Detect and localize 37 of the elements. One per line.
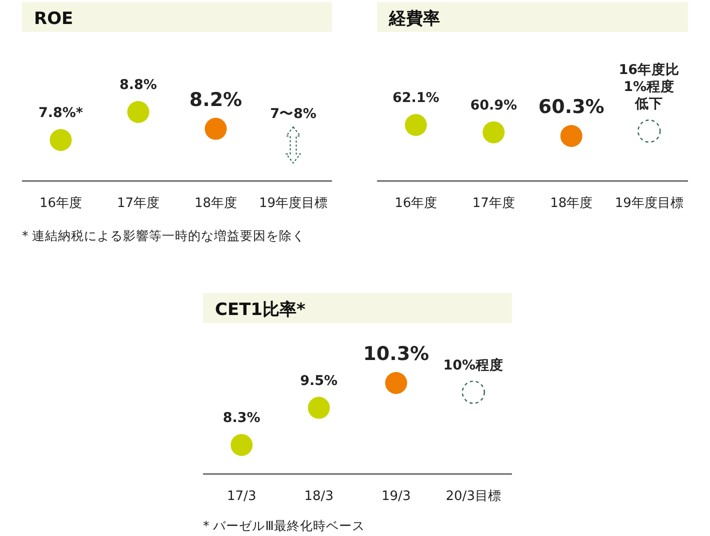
x-tick-label: 19年度目標 bbox=[614, 195, 684, 211]
x-tick-label: 16年度 bbox=[394, 195, 438, 211]
data-label: 62.1% bbox=[392, 90, 440, 106]
x-tick-label: 20/3目標 bbox=[446, 489, 501, 504]
x-tick-label: 18年度 bbox=[194, 195, 238, 211]
chart-title: 経費率 bbox=[388, 9, 440, 29]
data-label: 60.3% bbox=[538, 96, 604, 118]
data-label: 8.2% bbox=[189, 88, 242, 111]
chart-title: ROE bbox=[34, 9, 74, 29]
point bbox=[308, 396, 330, 419]
data-label: 10.3% bbox=[363, 343, 430, 365]
x-tick-label: 19年度目標 bbox=[258, 195, 328, 211]
text: * バーゼルⅢ最終化時ベース bbox=[203, 518, 365, 533]
point bbox=[462, 380, 485, 404]
data-label: 7.8%* bbox=[38, 105, 84, 121]
x-tick-label: 18年度 bbox=[550, 195, 593, 211]
x-tick-label: 17年度 bbox=[116, 195, 160, 211]
x-tick-label: 18/3 bbox=[304, 489, 334, 504]
x-tick-label: 16年度 bbox=[39, 195, 82, 211]
point bbox=[560, 125, 582, 147]
point bbox=[230, 434, 253, 456]
data-label: 9.5% bbox=[300, 372, 338, 389]
x-tick-label: 19/3 bbox=[382, 489, 411, 504]
data-label: 10%程度 bbox=[443, 356, 504, 374]
annotation: 7〜8% bbox=[270, 106, 317, 122]
x-tick-label: 17/3 bbox=[227, 489, 256, 504]
point bbox=[482, 121, 505, 144]
chart-title: CET1比率* bbox=[215, 300, 306, 320]
text: * 連結納税による影響等一時的な増益要因を除く bbox=[22, 228, 306, 243]
data-label: 16年度比1%程度低下 bbox=[618, 61, 680, 112]
point bbox=[385, 372, 408, 394]
data-label: 8.3% bbox=[222, 410, 261, 426]
data-label: 8.8% bbox=[120, 77, 158, 93]
x-tick-label: 17年度 bbox=[472, 195, 515, 211]
point bbox=[404, 114, 427, 136]
point bbox=[638, 120, 661, 143]
data-label: 60.9% bbox=[470, 97, 518, 114]
